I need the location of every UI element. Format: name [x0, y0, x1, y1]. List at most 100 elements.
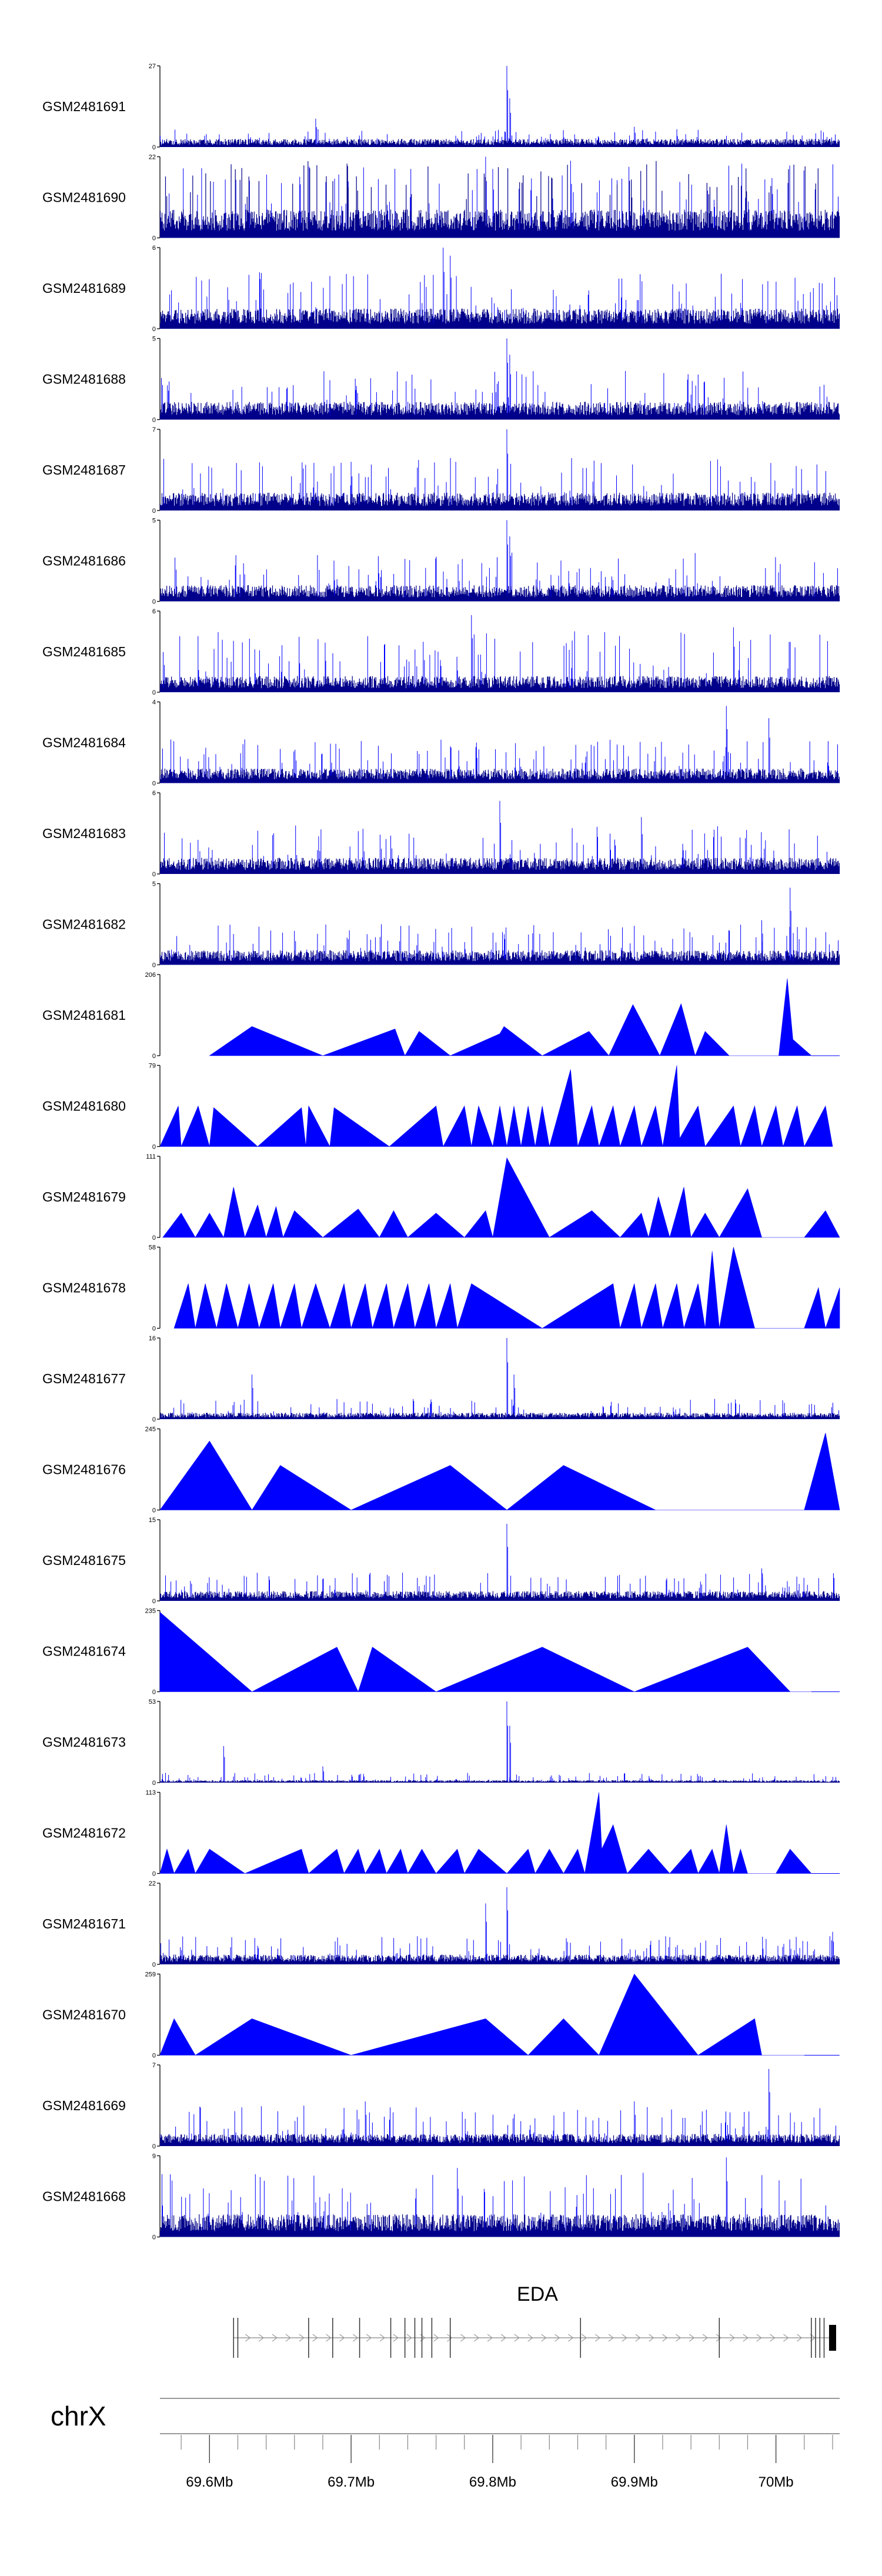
- gene-name-label: EDA: [517, 2283, 558, 2305]
- strand-arrow: [487, 2334, 493, 2342]
- track-label: GSM2481676: [42, 1462, 126, 1477]
- coverage-bars: [159, 1413, 840, 1419]
- track-GSM2481690: GSM2481690 22 0: [42, 154, 840, 242]
- strand-arrow: [245, 2334, 251, 2342]
- strand-arrow: [622, 2334, 627, 2342]
- coverage-area: [209, 978, 812, 1056]
- track-GSM2481672: GSM2481672 113 0: [42, 1790, 840, 1878]
- y-max-label: 6: [152, 608, 156, 615]
- y-min-label: 0: [152, 326, 156, 333]
- strand-arrow: [676, 2334, 681, 2342]
- strand-arrow: [729, 2334, 735, 2342]
- y-min-label: 0: [152, 1780, 156, 1787]
- coverage-bars: [159, 2214, 840, 2237]
- strand-arrow: [379, 2334, 386, 2342]
- strand-arrow: [285, 2334, 291, 2342]
- strand-arrow: [649, 2334, 654, 2342]
- y-max-label: 7: [152, 426, 156, 433]
- coverage-spikes: [169, 248, 837, 329]
- y-max-label: 79: [149, 1063, 156, 1070]
- coverage-tracks: GSM2481691270GSM2481690220GSM248168960GS…: [42, 63, 840, 2241]
- track-GSM2481688: GSM2481688 5 0: [42, 336, 840, 424]
- strand-arrow: [581, 2334, 587, 2342]
- y-max-label: 235: [145, 1608, 156, 1615]
- track-label: GSM2481670: [42, 2007, 126, 2023]
- y-min-label: 0: [152, 1689, 156, 1696]
- y-max-label: 4: [152, 699, 156, 706]
- y-min-label: 0: [152, 1598, 156, 1605]
- y-max-label: 53: [149, 1699, 156, 1706]
- track-label: GSM2481682: [42, 917, 126, 932]
- strand-arrow: [770, 2334, 776, 2342]
- track-GSM2481686: GSM2481686 5 0: [42, 518, 840, 606]
- track-label: GSM2481685: [42, 644, 126, 659]
- tick-label: 69.7Mb: [328, 2474, 375, 2490]
- track-label: GSM2481680: [42, 1099, 126, 1114]
- track-label: GSM2481674: [42, 1644, 126, 1659]
- coverage-spikes: [163, 615, 828, 692]
- coverage-area: [159, 1611, 811, 1693]
- track-label: GSM2481675: [42, 1553, 126, 1568]
- coverage-area: [159, 1973, 804, 2056]
- coverage-area: [162, 1157, 840, 1239]
- y-min-label: 0: [152, 235, 156, 242]
- track-GSM2481673: GSM2481673 53 0: [42, 1699, 840, 1787]
- strand-arrow: [299, 2334, 305, 2342]
- y-min-label: 0: [152, 2234, 156, 2241]
- strand-arrow: [541, 2334, 547, 2342]
- y-max-label: 15: [149, 1517, 156, 1524]
- track-label: GSM2481681: [42, 1007, 126, 1023]
- coverage-spikes: [161, 338, 827, 420]
- track-label: GSM2481668: [42, 2189, 126, 2204]
- y-max-label: 111: [146, 1153, 156, 1160]
- coverage-area: [159, 1065, 833, 1147]
- y-max-label: 6: [152, 790, 156, 797]
- coverage-area: [159, 1792, 812, 1874]
- strand-arrow: [312, 2334, 318, 2342]
- track-GSM2481682: GSM2481682 5 0: [42, 881, 840, 969]
- track-GSM2481691: GSM2481691 27 0: [42, 63, 840, 151]
- coverage-bars: [159, 308, 840, 329]
- y-min-label: 0: [152, 780, 156, 788]
- coverage-bars: [159, 492, 840, 510]
- track-label: GSM2481691: [42, 99, 126, 114]
- track-GSM2481675: GSM2481675 15 0: [42, 1517, 840, 1605]
- track-GSM2481676: GSM2481676 245 0: [42, 1426, 840, 1514]
- track-label: GSM2481689: [42, 281, 126, 296]
- coverage-spikes: [171, 887, 838, 965]
- y-max-label: 58: [149, 1244, 156, 1252]
- genome-axis: 69.6Mb 69.7Mb 69.8Mb 69.9Mb 70Mb: [181, 2435, 833, 2490]
- y-min-label: 0: [152, 1871, 156, 1878]
- track-label: GSM2481686: [42, 553, 126, 569]
- coverage-bars: [159, 950, 840, 965]
- track-GSM2481668: GSM2481668 9 0: [42, 2153, 840, 2241]
- strand-arrow: [366, 2334, 372, 2342]
- track-GSM2481677: GSM2481677 16 0: [42, 1335, 840, 1423]
- track-label: GSM2481679: [42, 1189, 126, 1204]
- strand-arrow: [514, 2334, 520, 2342]
- coverage-bars: [159, 768, 840, 783]
- track-GSM2481680: GSM2481680 79 0: [42, 1063, 833, 1151]
- track-GSM2481683: GSM2481683 6 0: [42, 790, 840, 878]
- strand-arrow: [743, 2334, 749, 2342]
- y-max-label: 113: [145, 1790, 156, 1797]
- track-label: GSM2481684: [42, 735, 126, 750]
- y-max-label: 259: [145, 1971, 156, 1978]
- track-GSM2481679: GSM2481679 111 0: [42, 1153, 840, 1242]
- strand-arrow: [433, 2334, 439, 2342]
- coverage-spikes: [165, 1523, 834, 1601]
- coverage-bars: [159, 676, 840, 692]
- coverage-bars: [159, 1954, 840, 1964]
- strand-arrow: [689, 2334, 695, 2342]
- tick-label: 69.8Mb: [469, 2474, 516, 2490]
- strand-arrow: [594, 2334, 601, 2342]
- strand-arrow: [554, 2334, 560, 2342]
- y-min-label: 0: [152, 1416, 156, 1423]
- strand-arrow: [258, 2334, 265, 2342]
- y-min-label: 0: [152, 1144, 156, 1151]
- strand-arrow: [326, 2334, 332, 2342]
- y-min-label: 0: [152, 508, 156, 515]
- strand-arrow: [339, 2334, 345, 2342]
- strand-arrow: [500, 2334, 506, 2342]
- track-label: GSM2481673: [42, 1734, 126, 1750]
